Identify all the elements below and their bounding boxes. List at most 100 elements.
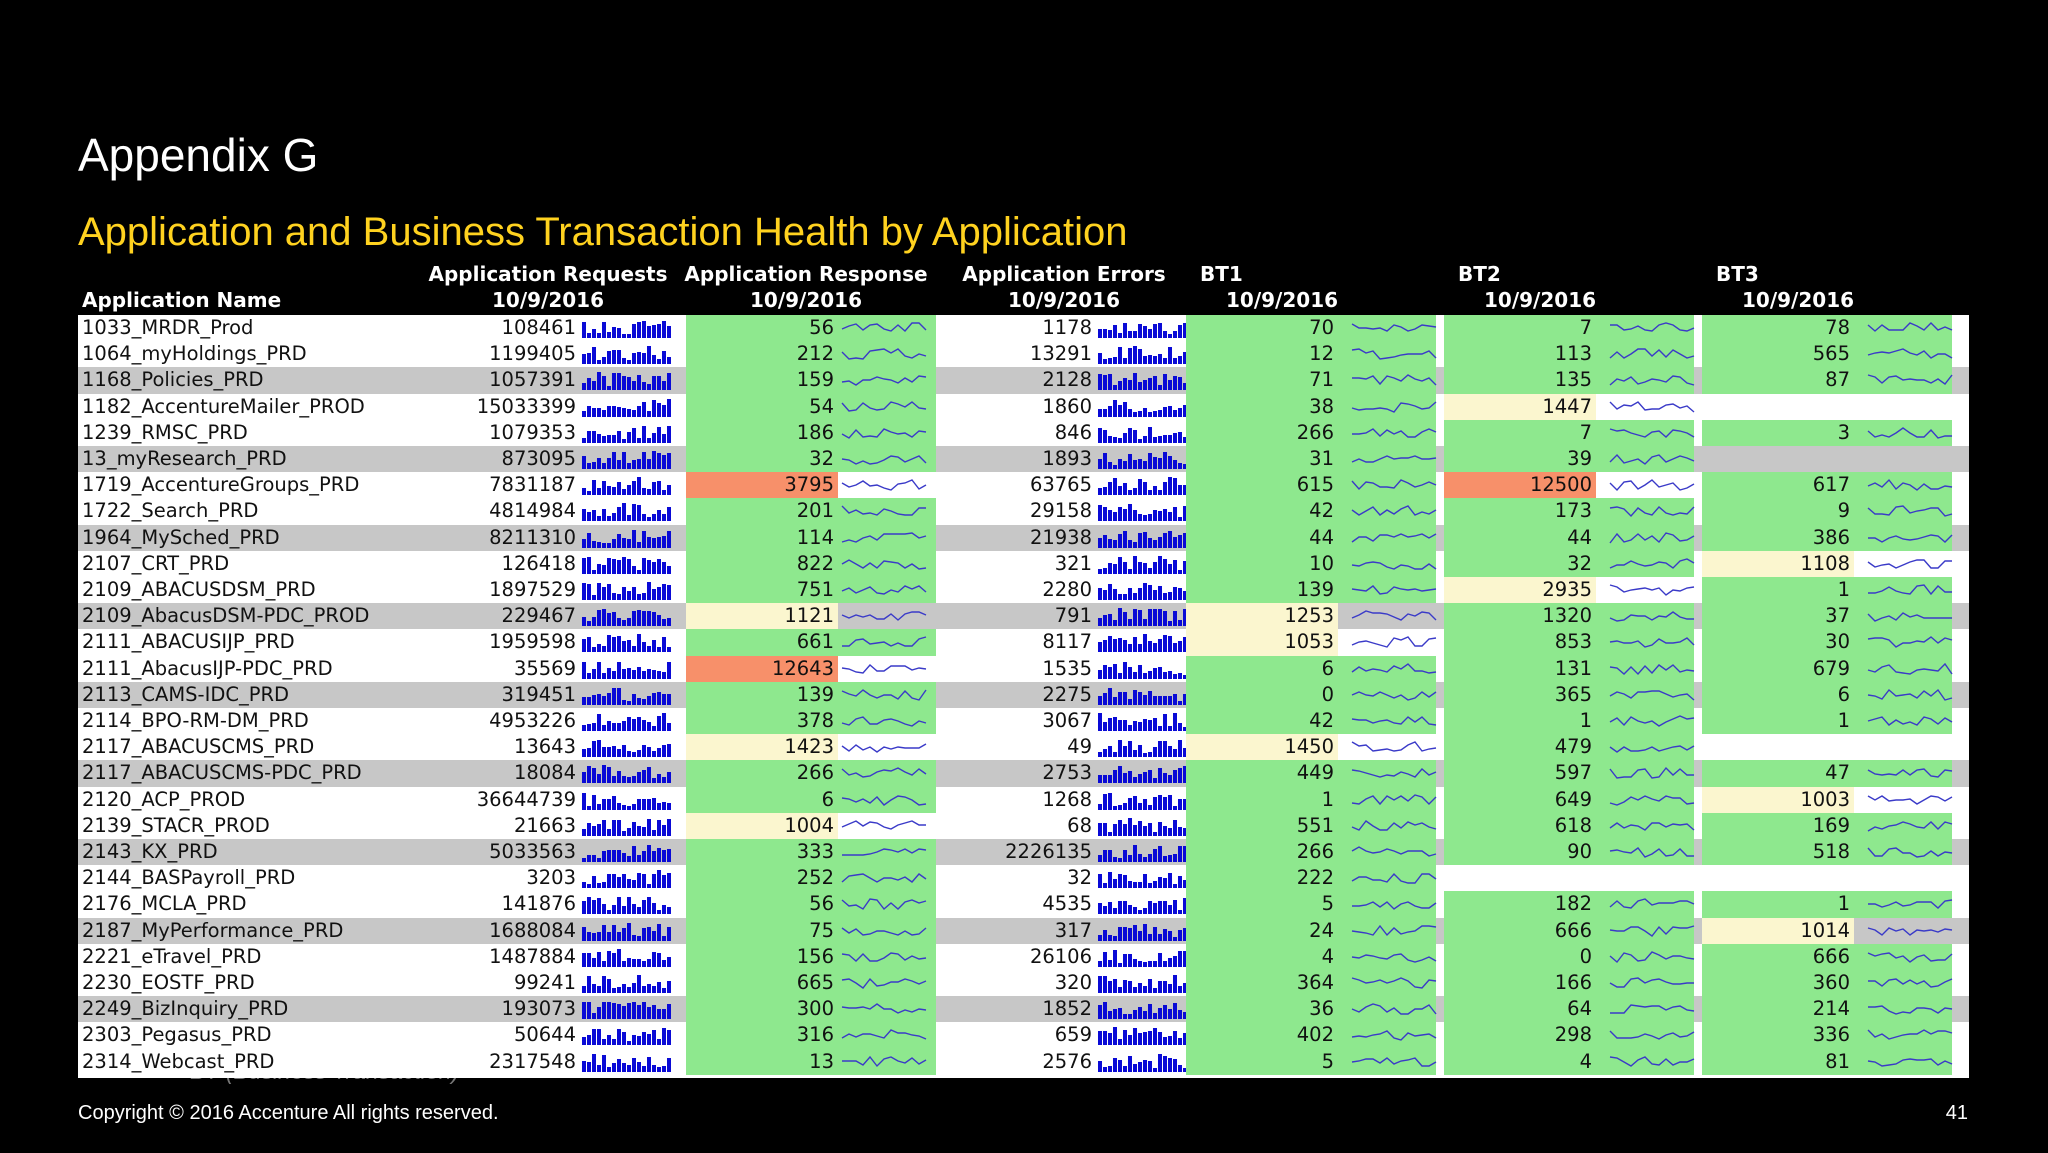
bt1-sparkline [1350,711,1440,731]
response-status-bg [686,577,936,604]
errors-value: 21938 [1029,525,1092,549]
application-name: 2114_BPO-RM-DM_PRD [82,709,309,732]
requests-sparkline [582,344,672,365]
bt3-value: 81 [1825,1049,1850,1073]
bt3-sparkline [1866,790,1956,810]
requests-value: 7831187 [489,473,576,497]
bar-sparkline [582,609,671,627]
line-sparkline [1867,768,1953,779]
response-sparkline [840,816,930,836]
bt2-status-bg [1444,1048,1694,1075]
bt2-value: 479 [1554,735,1592,759]
bt3-value: 617 [1812,473,1850,497]
line-sparkline [1867,952,1953,963]
application-name: 1168_Policies_PRD [82,368,264,392]
table-row: 1719_AccentureGroups_PRD 7831187 3795 63765… [78,472,1969,499]
requests-value: 1079353 [489,420,576,444]
bt2-sparkline [1608,397,1698,417]
bt1-value: 1053 [1284,630,1334,654]
bt2-status-bg [1444,498,1694,525]
errors-value: 659 [1054,1023,1092,1047]
bar-sparkline [582,1002,671,1020]
table-row: 13_myResearch_PRD 873095 32 1893 31 39 [78,446,1969,473]
response-value: 316 [796,1023,834,1047]
line-sparkline [1609,715,1695,727]
bar-sparkline [582,634,671,653]
bt3-value: 9 [1837,499,1850,523]
table-row: 2249_BizInquiry_PRD 193073 300 1852 36 64 214 [78,996,1969,1023]
response-status-bg [686,760,936,787]
application-name: 2120_ACP_PROD [82,787,246,811]
line-sparkline [841,505,926,517]
line-sparkline [1867,820,1953,832]
bt1-sparkline [1350,318,1440,338]
errors-value: 2576 [1042,1049,1092,1073]
response-status-bg [686,839,936,866]
bar-sparkline [582,425,671,443]
bt3-status-bg [1702,891,1952,918]
bt3-value: 87 [1825,368,1850,392]
line-sparkline [1867,612,1952,623]
table-body: 1033_MRDR_Prod 108461 56 1178 70 7 78 1064_myHo… [78,315,1969,1078]
requests-value: 36644739 [476,787,576,811]
line-sparkline [842,848,927,856]
bt1-status-bg [1186,734,1338,761]
line-sparkline [841,819,926,830]
response-status-bg [686,603,838,630]
bar-sparkline [1098,766,1187,784]
bt2-value: 666 [1554,918,1592,942]
requests-sparkline [582,370,672,391]
errors-value: 317 [1054,918,1092,942]
bt3-status-bg [1702,996,1952,1023]
bt3-sparkline [1866,370,1956,390]
bt2-sparkline [1608,475,1698,495]
bt3-sparkline [1866,711,1956,731]
requests-sparkline [582,711,672,731]
response-value: 114 [796,525,834,549]
bar-sparkline [582,897,671,915]
application-name: 1239_RMSC_PRD [82,420,248,444]
bar-sparkline [1098,1053,1187,1072]
bt2-status-bg [1444,760,1694,787]
errors-value: 2280 [1042,578,1092,601]
bt2-status-bg [1444,839,1694,866]
bt2-value: 298 [1554,1023,1592,1047]
requests-value: 141876 [501,892,576,916]
errors-value: 791 [1054,604,1092,628]
errors-value: 3067 [1042,709,1092,732]
requests-value: 13643 [513,735,576,759]
bt1-status-bg [1186,970,1436,997]
bt1-value: 36 [1309,997,1334,1021]
requests-sparkline [582,685,672,705]
bar-sparkline [582,582,671,600]
errors-value: 2128 [1042,368,1092,392]
requests-value: 108461 [501,316,576,339]
response-value: 333 [796,840,834,863]
bt1-status-bg [1186,603,1338,630]
application-name: 2109_ABACUSDSM_PRD [82,578,316,601]
table-row: 1182_AccentureMailer_PROD 15033399 54 1860 3… [78,393,1969,420]
line-sparkline [842,1055,927,1067]
bt1-value: 71 [1309,368,1334,392]
errors-sparkline [1098,397,1188,417]
bt2-sparkline [1608,449,1698,469]
bar-sparkline [1098,923,1187,941]
bt2-status-bg [1444,524,1694,551]
page-number: 41 [1945,1102,1968,1124]
response-value: 300 [796,997,834,1021]
line-sparkline [841,927,927,936]
line-sparkline [1351,873,1437,884]
line-sparkline [1609,794,1695,806]
response-sparkline [840,632,930,652]
line-sparkline [1351,690,1437,701]
bar-sparkline [1098,975,1187,993]
line-sparkline [1609,767,1694,780]
application-name: 2249_BizInquiry_PRD [82,997,289,1021]
response-value: 1423 [784,735,834,759]
requests-value: 4814984 [489,499,576,523]
line-sparkline [1609,977,1694,988]
line-sparkline [1867,348,1953,360]
requests-sparkline [582,659,672,679]
response-value: 6 [821,787,834,811]
bt3-sparkline [1866,423,1956,443]
